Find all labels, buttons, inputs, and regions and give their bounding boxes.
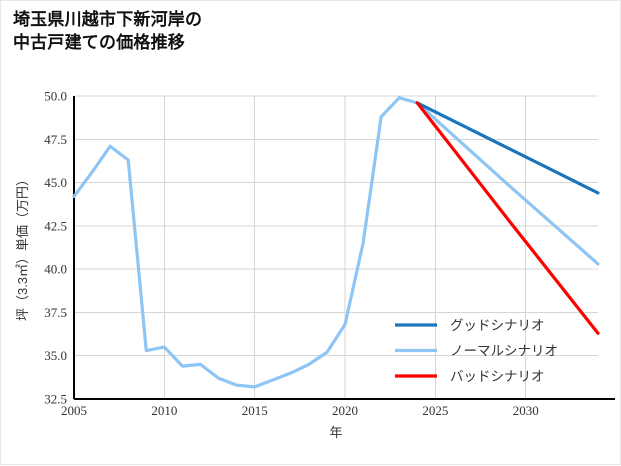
legend-label-バッドシナリオ: バッドシナリオ	[450, 369, 545, 384]
gridlines	[73, 95, 598, 400]
x-tick-label: 2020	[332, 403, 358, 418]
x-tick-label: 2025	[422, 403, 448, 418]
axes	[72, 96, 615, 401]
y-tick-label: 42.5	[44, 218, 67, 233]
x-tick-label: 2015	[242, 403, 268, 418]
data-series	[72, 96, 600, 389]
y-tick-label: 45.0	[44, 175, 67, 190]
y-axis-tick-labels: 32.5 35.0 37.5 40.0 42.5 45.0 47.5 50.0	[44, 89, 67, 407]
legend-label-グッドシナリオ: グッドシナリオ	[450, 318, 545, 333]
y-tick-label: 47.5	[44, 132, 67, 147]
x-tick-label: 2030	[513, 403, 539, 418]
y-tick-label: 50.0	[44, 89, 67, 104]
y-axis-label: 坪（3.3㎡）単価（万円）	[15, 173, 30, 321]
page-title: 埼玉県川越市下新河岸の 中古戸建ての価格推移	[13, 10, 203, 52]
series-line-バッドシナリオ	[415, 101, 600, 335]
y-tick-label: 35.0	[44, 348, 67, 363]
x-axis-tick-labels: 2005 2010 2015 2020 2025 2030	[61, 403, 539, 418]
series-line-ノーマルシナリオ	[72, 96, 600, 389]
series-line-グッドシナリオ	[415, 101, 600, 195]
y-tick-label: 32.5	[44, 392, 67, 407]
y-tick-label: 37.5	[44, 305, 67, 320]
x-tick-label: 2005	[61, 403, 87, 418]
x-axis-label: 年	[329, 425, 342, 440]
y-tick-label: 40.0	[44, 262, 67, 277]
x-tick-label: 2010	[151, 403, 177, 418]
legend-label-ノーマルシナリオ: ノーマルシナリオ	[450, 344, 558, 359]
